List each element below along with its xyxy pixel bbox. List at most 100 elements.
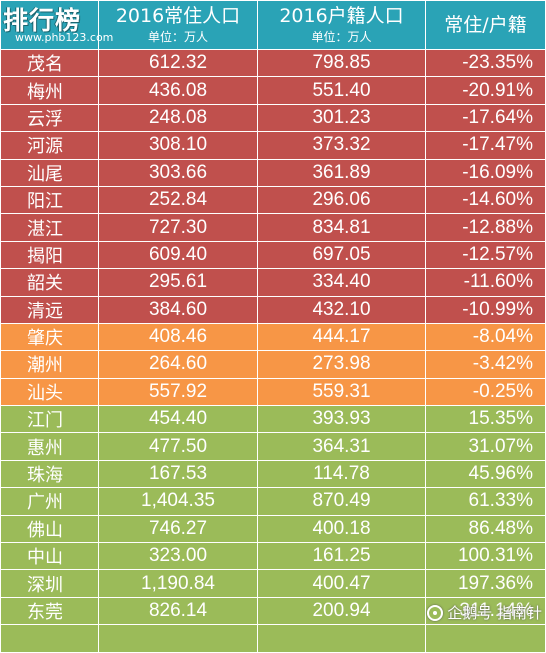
registered-cell: 273.98	[258, 351, 426, 378]
header-resident-title: 2016常住人口	[115, 5, 241, 27]
registered-cell: 432.10	[258, 296, 426, 323]
logo-cell: 排行榜 www.phb123.com	[1, 1, 113, 49]
ratio-cell: -14.60%	[462, 189, 533, 211]
city-cell: 汕头	[1, 378, 99, 406]
city-cell: 河源	[1, 132, 99, 159]
resident-cell: 1,190.84	[99, 570, 258, 597]
city-cell: 湛江	[1, 214, 99, 241]
table-row: 广州 1,404.35 870.49 61.33%	[1, 488, 545, 516]
registered-cell: 798.85	[258, 50, 426, 77]
table-header: 排行榜 www.phb123.com 2016常住人口 单位：万人 2016户籍…	[1, 1, 545, 49]
table-row: 深圳 1,190.84 400.47 197.36%	[1, 570, 545, 598]
registered-cell: 361.89	[258, 159, 426, 186]
watermark-text: 企鹅号 指南针	[447, 604, 542, 622]
resident-cell: 477.50	[99, 433, 258, 460]
ratio-cell: 311.14%	[459, 600, 533, 621]
ratio-cell: -11.60%	[463, 271, 533, 293]
registered-cell: 161.25	[258, 543, 426, 570]
header-ratio-title: 常住/户籍	[444, 14, 527, 36]
table-row: 中山 323.00 161.25 100.31%	[1, 543, 545, 571]
table-row: 肇庆 408.46 444.17 -8.04%	[1, 323, 545, 352]
resident-cell: 408.46	[99, 323, 258, 351]
ratio-cell: 31.07%	[468, 435, 533, 457]
ratio-cell: -17.47%	[462, 134, 533, 156]
ratio-cell: 86.48%	[468, 517, 533, 539]
city-cell: 深圳	[1, 570, 99, 597]
city-cell: 阳江	[1, 186, 99, 214]
registered-cell: 444.17	[258, 323, 426, 351]
ratio-cell	[426, 625, 545, 651]
registered-cell: 400.47	[258, 570, 426, 597]
city-cell: 肇庆	[1, 323, 99, 351]
registered-cell: 834.81	[258, 214, 426, 241]
resident-cell: 746.27	[99, 515, 258, 543]
registered-cell: 400.18	[258, 515, 426, 543]
table-row: 阳江 252.84 296.06 -14.60%	[1, 186, 545, 215]
registered-cell: 551.40	[258, 77, 426, 104]
resident-cell: 612.32	[99, 50, 258, 77]
table-row: 惠州 477.50 364.31 31.07%	[1, 433, 545, 461]
resident-cell: 308.10	[99, 132, 258, 159]
registered-cell: 301.23	[258, 104, 426, 132]
resident-cell: 248.08	[99, 104, 258, 132]
ratio-cell: -20.91%	[462, 79, 533, 101]
table-row: 湛江 727.30 834.81 -12.88%	[1, 214, 545, 242]
logo-url: www.phb123.com	[15, 31, 114, 44]
table-row: 潮州 264.60 273.98 -3.42%	[1, 351, 545, 379]
registered-cell: 364.31	[258, 433, 426, 460]
table-row: 清远 384.60 432.10 -10.99%	[1, 296, 545, 324]
registered-cell: 114.78	[258, 460, 426, 488]
penguin-icon	[427, 604, 444, 621]
ratio-cell: -23.35%	[462, 52, 533, 74]
city-cell: 揭阳	[1, 241, 99, 269]
city-cell: 韶关	[1, 269, 99, 296]
ratio-cell: 15.35%	[468, 408, 533, 430]
city-cell: 茂名	[1, 50, 99, 77]
city-cell: 潮州	[1, 351, 99, 378]
ratio-cell: -12.88%	[462, 216, 533, 238]
header-resident: 2016常住人口 单位：万人	[99, 1, 258, 49]
ratio-cell: 100.31%	[457, 545, 533, 567]
city-cell: 中山	[1, 543, 99, 570]
resident-cell: 264.60	[99, 351, 258, 378]
watermark: 企鹅号 指南针	[427, 602, 542, 623]
registered-cell: 334.40	[258, 269, 426, 296]
table-row: 茂名 612.32 798.85 -23.35%	[1, 50, 545, 78]
table-row: 东莞 826.14 200.94 311.14%	[1, 597, 545, 626]
ratio-cell: -12.57%	[462, 243, 533, 265]
registered-cell: 559.31	[258, 378, 426, 406]
header-registered-unit: 单位：万人	[311, 30, 372, 44]
registered-cell: 393.93	[258, 406, 426, 433]
ratio-cell: 197.36%	[457, 572, 533, 594]
city-cell: 东莞	[1, 597, 99, 625]
resident-cell: 167.53	[99, 460, 258, 488]
city-cell: 珠海	[1, 460, 99, 488]
table-row: 韶关 295.61 334.40 -11.60%	[1, 269, 545, 297]
table-row: 汕尾 303.66 361.89 -16.09%	[1, 159, 545, 187]
header-resident-unit: 单位：万人	[147, 30, 208, 44]
registered-cell	[258, 625, 426, 652]
site-logo: 排行榜 www.phb123.com	[1, 1, 113, 49]
ratio-cell: -8.04%	[472, 326, 533, 348]
registered-cell: 373.32	[258, 132, 426, 159]
table-row: 揭阳 609.40 697.05 -12.57%	[1, 241, 545, 270]
table-row: 河源 308.10 373.32 -17.47%	[1, 132, 545, 160]
ratio-cell: 45.96%	[468, 463, 533, 485]
resident-cell	[99, 625, 258, 652]
ratio-cell: -16.09%	[462, 161, 533, 183]
table-row	[1, 625, 545, 653]
city-cell: 清远	[1, 296, 99, 323]
table-row: 梅州 436.08 551.40 -20.91%	[1, 77, 545, 105]
city-cell: 梅州	[1, 77, 99, 104]
table-body: 茂名 612.32 798.85 -23.35% 梅州 436.08 551.40 -20.9…	[1, 50, 545, 653]
resident-cell: 727.30	[99, 214, 258, 241]
city-cell: 广州	[1, 488, 99, 515]
resident-cell: 252.84	[99, 186, 258, 214]
resident-cell: 454.40	[99, 406, 258, 433]
city-cell: 惠州	[1, 433, 99, 460]
city-cell: 江门	[1, 406, 99, 433]
resident-cell: 557.92	[99, 378, 258, 406]
resident-cell: 1,404.35	[99, 488, 258, 515]
resident-cell: 826.14	[99, 597, 258, 625]
table-row: 佛山 746.27 400.18 86.48%	[1, 515, 545, 544]
